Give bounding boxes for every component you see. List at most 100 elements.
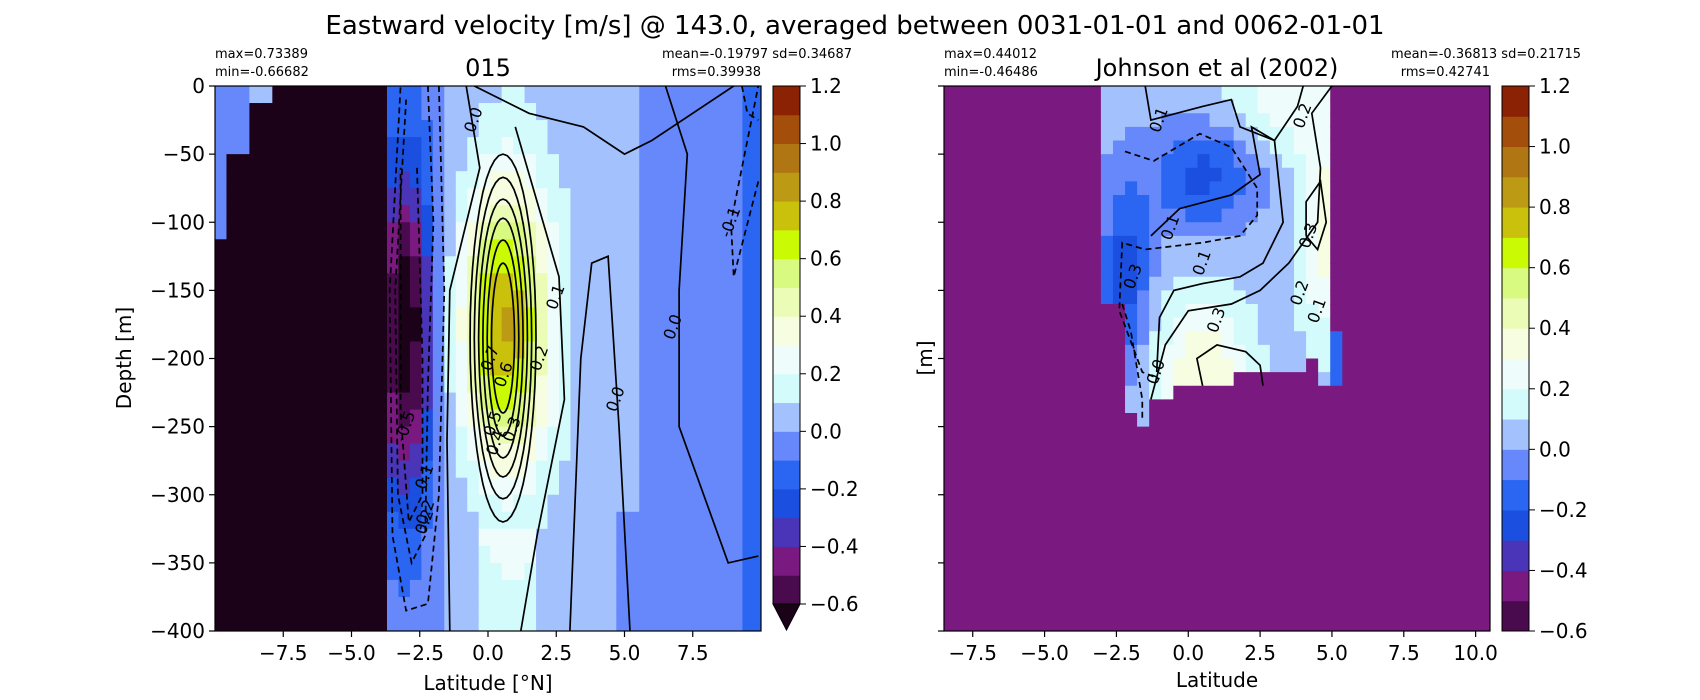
heatmap-cell	[318, 273, 331, 291]
heatmap-cell	[944, 304, 957, 319]
heatmap-cell	[944, 181, 957, 196]
heatmap-cell	[1281, 413, 1295, 428]
heatmap-cell	[673, 443, 686, 462]
heatmap-cell	[1040, 413, 1054, 428]
heatmap-cell	[1245, 276, 1259, 291]
heatmap-cell	[547, 239, 560, 257]
heatmap-cell	[1366, 508, 1380, 523]
heatmap-cell	[1004, 413, 1018, 428]
heatmap-cell	[570, 154, 583, 172]
heatmap-cell	[685, 256, 698, 274]
heatmap-cell	[1426, 290, 1440, 305]
heatmap-cell	[1064, 304, 1078, 319]
heatmap-cell	[1487, 154, 1490, 169]
heatmap-cell	[1149, 603, 1162, 618]
heatmap-cell	[375, 443, 388, 462]
heatmap-cell	[295, 103, 308, 121]
heatmap-cell	[306, 613, 319, 631]
heatmap-cell	[329, 137, 342, 155]
heatmap-cell	[215, 273, 228, 291]
heatmap-cell	[719, 120, 732, 138]
heatmap-cell	[375, 222, 388, 240]
heatmap-cell	[1450, 562, 1464, 578]
heatmap-cell	[1390, 304, 1404, 319]
heatmap-cell	[719, 477, 732, 496]
heatmap-cell	[295, 256, 308, 274]
heatmap-cell	[1257, 208, 1271, 223]
heatmap-cell	[1487, 317, 1490, 332]
heatmap-cell	[341, 409, 354, 428]
heatmap-cell	[696, 579, 709, 598]
heatmap-cell	[398, 613, 411, 631]
heatmap-cell	[1257, 331, 1271, 346]
heatmap-cell	[944, 603, 957, 618]
heatmap-cell	[226, 86, 239, 104]
heatmap-cell	[696, 426, 709, 445]
heatmap-cell	[490, 137, 503, 155]
heatmap-cell	[1076, 453, 1090, 469]
heatmap-cell	[490, 579, 503, 598]
heatmap-cell	[753, 375, 761, 394]
heatmap-cell	[1233, 590, 1247, 605]
heatmap-cell	[1209, 235, 1223, 251]
heatmap-cell	[409, 290, 422, 309]
x-tick-label: 0.0	[472, 641, 504, 665]
heatmap-cell	[639, 154, 652, 172]
heatmap-cell	[329, 511, 342, 530]
heatmap-cell	[1185, 481, 1199, 496]
heatmap-cell	[1173, 222, 1186, 237]
heatmap-cell	[1438, 317, 1452, 332]
heatmap-cell	[1450, 617, 1464, 631]
heatmap-cell	[1233, 399, 1247, 414]
heatmap-cell	[968, 154, 981, 169]
heatmap-cell	[1354, 413, 1368, 428]
heatmap-cell	[536, 307, 549, 326]
heatmap-cell	[1269, 358, 1283, 373]
heatmap-cell	[1487, 385, 1490, 400]
heatmap-cell	[295, 494, 308, 513]
heatmap-cell	[558, 341, 572, 360]
heatmap-cell	[944, 358, 957, 373]
heatmap-cell	[1088, 276, 1102, 291]
heatmap-cell	[1064, 535, 1078, 550]
heatmap-cell	[730, 307, 744, 326]
heatmap-cell	[1173, 535, 1186, 550]
heatmap-cell	[992, 344, 1005, 360]
heatmap-cell	[1245, 453, 1259, 469]
heatmap-cell	[708, 120, 721, 138]
heatmap-cell	[992, 276, 1005, 291]
heatmap-cell	[662, 596, 675, 615]
heatmap-cell	[1342, 481, 1355, 496]
heatmap-cell	[968, 126, 981, 142]
heatmap-cell	[1052, 208, 1066, 223]
heatmap-cell	[944, 263, 957, 278]
heatmap-cell	[639, 188, 652, 206]
heatmap-cell	[968, 576, 981, 591]
heatmap-cell	[1185, 317, 1199, 332]
heatmap-cell	[593, 205, 606, 223]
heatmap-cell	[1281, 522, 1295, 537]
heatmap-cell	[364, 477, 377, 496]
heatmap-cell	[1028, 208, 1042, 223]
heatmap-cell	[1438, 590, 1452, 605]
heatmap-cell	[1100, 276, 1114, 291]
colorbar-tick-label: −0.6	[1539, 619, 1588, 643]
heatmap-cell	[1366, 590, 1380, 605]
heatmap-cell	[1197, 576, 1211, 591]
heatmap-cell	[1438, 467, 1452, 482]
heatmap-cell	[249, 596, 262, 615]
heatmap-cell	[1462, 249, 1476, 264]
heatmap-cell	[1076, 617, 1090, 631]
heatmap-cell	[1185, 140, 1199, 155]
heatmap-cell	[980, 208, 993, 223]
heatmap-cell	[398, 562, 411, 581]
heatmap-cell	[944, 453, 957, 469]
heatmap-cell	[708, 579, 721, 598]
heatmap-cell	[956, 317, 969, 332]
heatmap-cell	[352, 154, 365, 172]
heatmap-cell	[1161, 467, 1174, 482]
heatmap-cell	[1016, 222, 1030, 237]
heatmap-cell	[662, 460, 675, 479]
heatmap-cell	[1137, 304, 1150, 319]
heatmap-cell	[1137, 467, 1150, 482]
